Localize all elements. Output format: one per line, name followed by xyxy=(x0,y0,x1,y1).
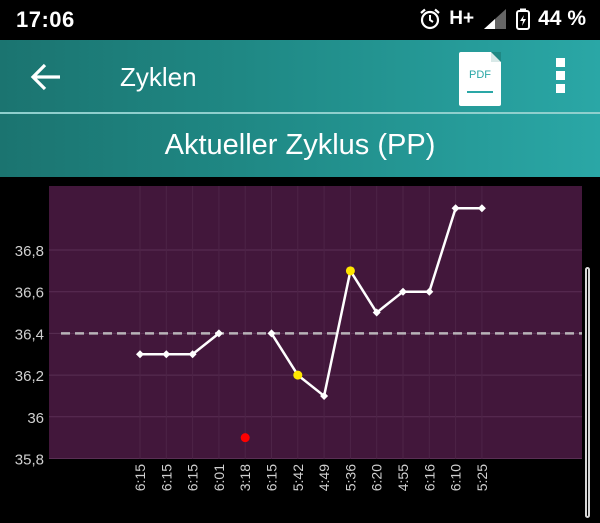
data-point xyxy=(214,329,223,338)
alarm-icon xyxy=(420,8,441,30)
data-point xyxy=(425,287,434,296)
x-tick-label: 6:15 xyxy=(185,464,201,491)
y-tick-label: 36,6 xyxy=(15,285,44,302)
pdf-export-button[interactable]: PDF xyxy=(459,52,501,106)
y-tick-label: 35,8 xyxy=(15,452,44,469)
data-point xyxy=(267,329,276,338)
x-tick-label: 6:01 xyxy=(211,464,227,491)
x-tick-label: 6:16 xyxy=(421,464,437,491)
pdf-icon-line xyxy=(467,91,493,93)
status-bar: 17:06 H+ 44 % xyxy=(0,0,600,40)
app-title: Zyklen xyxy=(120,62,197,92)
data-point xyxy=(136,350,144,359)
y-tick-label: 36,8 xyxy=(15,243,44,260)
data-point-highlighted xyxy=(345,266,355,276)
battery-icon xyxy=(516,8,531,30)
app-bar: Zyklen PDF xyxy=(0,40,600,112)
data-point-excluded xyxy=(240,433,250,443)
scrollbar[interactable] xyxy=(585,267,590,518)
pdf-icon-fold xyxy=(491,52,501,62)
data-point xyxy=(399,287,407,296)
x-tick-label: 6:20 xyxy=(369,464,385,491)
data-point xyxy=(320,391,329,400)
y-tick-label: 36,4 xyxy=(15,326,44,343)
x-tick-label: 6:15 xyxy=(264,464,280,491)
y-tick-label: 36,2 xyxy=(15,368,44,385)
x-tick-label: 5:42 xyxy=(290,464,306,491)
battery-percent: 44 % xyxy=(538,7,586,30)
header-divider xyxy=(0,112,600,114)
x-tick-label: 4:55 xyxy=(395,464,411,491)
data-point xyxy=(372,308,381,317)
signal-icon xyxy=(484,9,507,29)
y-tick-label: 36 xyxy=(27,410,44,427)
back-arrow-icon[interactable] xyxy=(30,62,62,92)
x-tick-label: 6:10 xyxy=(448,464,464,491)
data-point xyxy=(188,350,197,359)
more-options-icon[interactable] xyxy=(550,58,570,98)
x-tick-label: 6:15 xyxy=(158,464,174,491)
plot-area xyxy=(49,186,582,459)
x-tick-label: 3:18 xyxy=(237,464,253,491)
network-type: H+ xyxy=(449,8,475,29)
x-tick-label: 5:25 xyxy=(474,464,490,491)
status-icons: H+ 44 % xyxy=(419,7,586,31)
status-time: 17:06 xyxy=(16,7,75,32)
x-tick-label: 4:49 xyxy=(316,464,332,491)
cycle-title: Aktueller Zyklus (PP) xyxy=(0,114,600,177)
data-point xyxy=(477,204,486,213)
data-point xyxy=(162,350,171,359)
x-tick-label: 5:36 xyxy=(342,464,358,491)
data-point xyxy=(451,204,460,213)
pdf-icon-label: PDF xyxy=(469,69,491,81)
temperature-line xyxy=(140,332,220,356)
data-point-highlighted xyxy=(293,370,303,380)
chart-svg: 35,8 36 36,2 36,4 36,6 36,8 6:15 6:15 6:15 6:01 3:… xyxy=(15,186,582,491)
x-tick-label: 6:15 xyxy=(132,464,148,491)
temperature-chart: 35,8 36 36,2 36,4 36,6 36,8 6:15 6:15 6:15 6:01 3:… xyxy=(0,177,600,518)
